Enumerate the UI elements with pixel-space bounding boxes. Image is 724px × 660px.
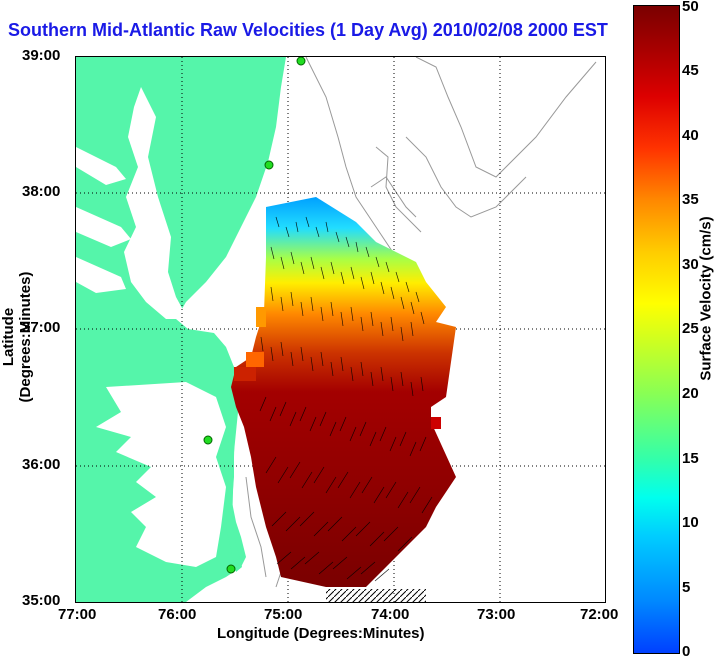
y-tick-label: 39:00 <box>22 47 61 64</box>
y-axis-label: Latitude (Degrees:Minutes) <box>0 271 34 403</box>
colorbar-tick: 50 <box>682 0 699 15</box>
x-tick-label: 74:00 <box>371 606 410 623</box>
x-tick-label: 73:00 <box>477 606 516 623</box>
map-panel <box>75 56 606 603</box>
station-marker <box>296 57 306 66</box>
colorbar-tick: 20 <box>682 385 699 402</box>
station-markers <box>203 57 306 574</box>
y-tick-label: 35:00 <box>22 592 61 609</box>
colorbar-tick: 45 <box>682 62 699 79</box>
colorbar-tick: 30 <box>682 256 699 273</box>
station-marker <box>264 160 274 170</box>
colorbar-tick: 40 <box>682 127 699 144</box>
x-tick-label: 76:00 <box>158 606 197 623</box>
chart-title: Southern Mid-Atlantic Raw Velocities (1 … <box>8 20 608 40</box>
colorbar-tick: 5 <box>682 579 691 596</box>
colorbar-tick: 25 <box>682 320 699 337</box>
station-marker <box>203 435 213 445</box>
map-canvas <box>76 57 605 602</box>
colorbar-tick: 0 <box>682 643 691 660</box>
colorbar-tick: 15 <box>682 450 699 467</box>
colorbar <box>633 5 680 654</box>
colorbar-tick: 35 <box>682 191 699 208</box>
x-tick-label: 72:00 <box>580 606 619 623</box>
y-tick-label: 37:00 <box>22 319 61 336</box>
colorbar-tick: 10 <box>682 514 699 531</box>
colorbar-label: Surface Velocity (cm/s) <box>697 216 715 381</box>
velocity-field <box>231 197 456 602</box>
x-tick-label: 75:00 <box>264 606 303 623</box>
x-axis-label: Longitude (Degrees:Minutes) <box>217 625 425 642</box>
y-tick-label: 36:00 <box>22 456 61 473</box>
station-marker <box>226 564 236 574</box>
x-tick-label: 77:00 <box>58 606 97 623</box>
y-tick-label: 38:00 <box>22 183 61 200</box>
